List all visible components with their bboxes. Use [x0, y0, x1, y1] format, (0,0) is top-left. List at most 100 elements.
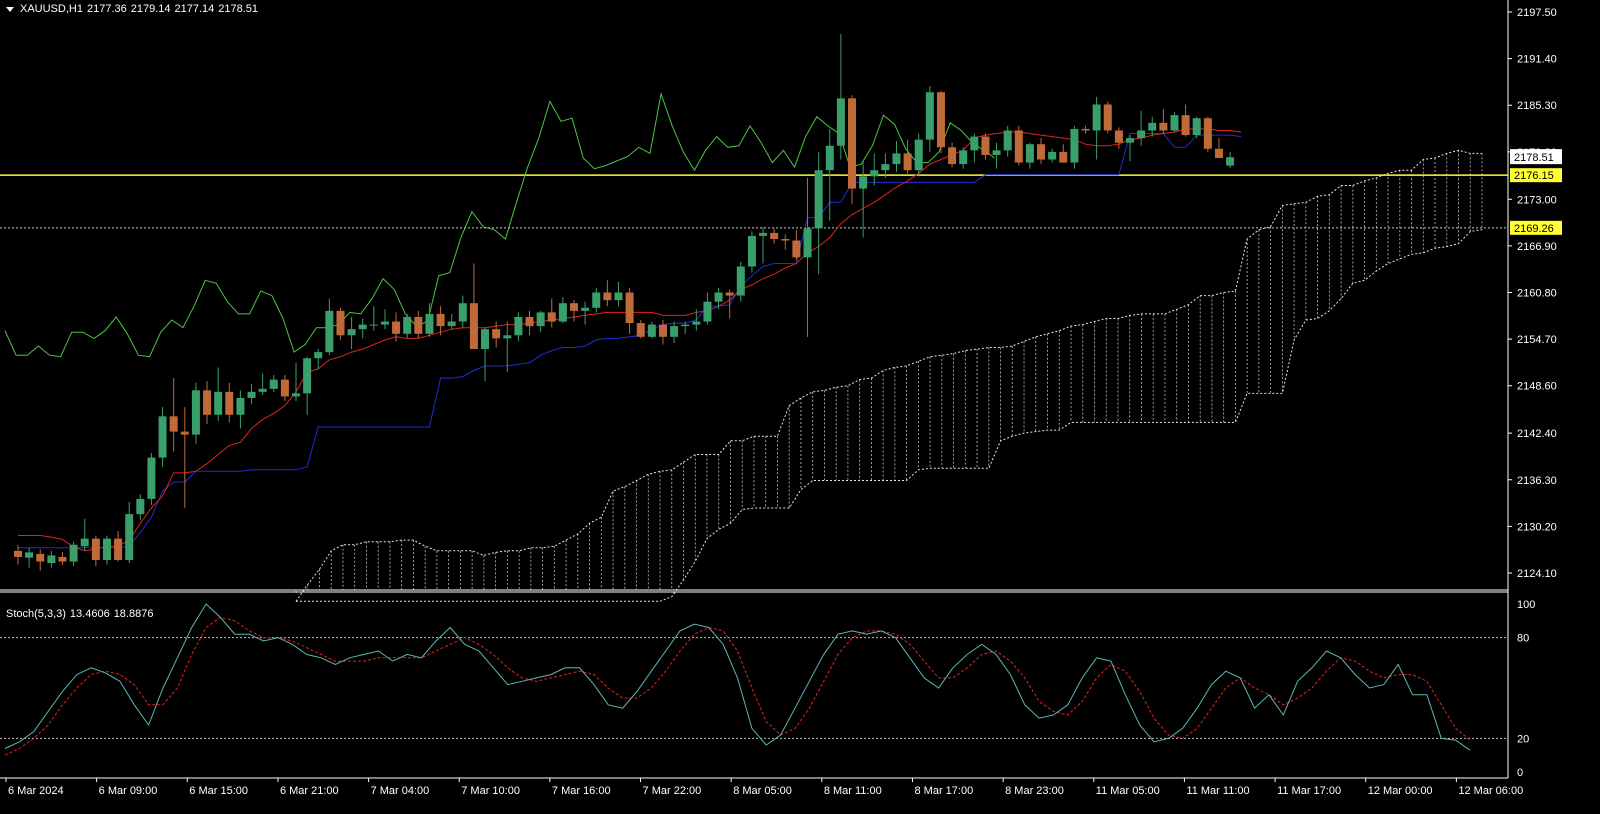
- ohlc-open: 2177.36: [86, 3, 127, 15]
- candle-bull: [158, 416, 167, 458]
- candle-bear: [36, 553, 45, 562]
- price-tick-label: 2148.60: [1517, 381, 1557, 393]
- candle-bull: [681, 324, 690, 327]
- candle-bear: [91, 538, 100, 561]
- candle-bull: [592, 292, 601, 308]
- candle-bear: [848, 98, 856, 189]
- stoch-axis-label: 0: [1517, 767, 1523, 779]
- candle-bear: [570, 303, 578, 311]
- candle-bull: [258, 388, 267, 392]
- time-tick-label: 8 Mar 23:00: [1005, 785, 1064, 797]
- candle-bear: [1203, 118, 1212, 149]
- stoch-main-value: 13.4606: [69, 608, 110, 620]
- senkou-span-b: [296, 229, 1483, 602]
- time-axis: 6 Mar 2024 6 Mar 09:00 6 Mar 15:00 6 Mar 21…: [5, 778, 1523, 797]
- time-tick-label: 7 Mar 10:00: [461, 785, 520, 797]
- candle-bull: [692, 321, 701, 325]
- candle-bear: [336, 310, 345, 336]
- candle-bear: [225, 391, 234, 415]
- candle-bear: [1081, 128, 1090, 131]
- candle-bull: [914, 139, 923, 171]
- candle-bull: [347, 329, 356, 336]
- time-tick-label: 6 Mar 21:00: [280, 785, 339, 797]
- candles: [14, 34, 1235, 571]
- candle-bull: [314, 352, 323, 359]
- price-tick-label: 2136.30: [1517, 475, 1557, 487]
- candle-bull: [447, 321, 456, 327]
- stoch-axis-label: 100: [1517, 599, 1535, 611]
- candle-bull: [881, 164, 890, 171]
- stochastic-panel: 100 80 20 0: [0, 599, 1535, 779]
- price-tick-label: 2154.70: [1517, 334, 1557, 346]
- candle-bull: [369, 324, 378, 326]
- candle-bull: [892, 153, 901, 165]
- candle-bear: [1181, 115, 1190, 136]
- candle-bull: [1025, 144, 1034, 163]
- price-tick-label: 2142.40: [1517, 428, 1557, 440]
- candle-bear: [180, 431, 189, 435]
- dropdown-triangle-icon[interactable]: [6, 6, 14, 12]
- time-tick-label: 11 Mar 11:00: [1186, 785, 1249, 797]
- candle-bear: [1214, 148, 1223, 158]
- candle-bull: [814, 170, 823, 229]
- time-tick-label: 6 Mar 2024: [8, 785, 64, 797]
- current-price-box: [1510, 149, 1562, 165]
- candle-bull: [69, 544, 78, 562]
- candle-bear: [948, 147, 957, 165]
- candle-bull: [970, 136, 979, 151]
- kijun-sen: [18, 133, 1242, 549]
- candle-bear: [58, 556, 67, 562]
- stoch-signal-value: 18.8876: [113, 608, 154, 620]
- time-tick-label: 7 Mar 16:00: [552, 785, 611, 797]
- time-tick-label: 8 Mar 05:00: [733, 785, 792, 797]
- candle-bull: [1070, 128, 1079, 163]
- candle-bull: [292, 393, 300, 397]
- candle-bull: [236, 397, 245, 415]
- candle-bull: [1226, 157, 1235, 166]
- candle-bull: [959, 150, 968, 165]
- stoch-main-line: [4, 603, 1471, 751]
- candle-bull: [1003, 130, 1012, 151]
- stoch-axis-label: 20: [1517, 733, 1529, 745]
- ohlc-low: 2177.14: [174, 3, 215, 15]
- candle-bull: [703, 301, 712, 322]
- time-tick-label: 6 Mar 15:00: [189, 785, 248, 797]
- indicator-lines: [4, 91, 1242, 552]
- candle-bull: [992, 150, 1001, 155]
- candle-bear: [936, 92, 945, 148]
- time-tick-label: 8 Mar 11:00: [824, 785, 882, 797]
- candle-bear: [525, 316, 534, 327]
- candle-bull: [803, 228, 812, 258]
- candle-bull: [514, 316, 523, 336]
- candle-bear: [492, 329, 501, 339]
- candle-bear: [625, 292, 634, 324]
- candle-bear: [792, 240, 801, 258]
- candle-bear: [436, 313, 445, 327]
- candle-bull: [670, 326, 679, 337]
- candle-bull: [614, 292, 623, 301]
- candle-bull: [836, 98, 845, 146]
- candle-bear: [1059, 151, 1068, 163]
- candle-bull: [458, 303, 467, 322]
- candle-bull: [1148, 122, 1157, 131]
- candle-bear: [1114, 130, 1123, 143]
- ichimoku-cloud: [295, 149, 1483, 602]
- candle-bull: [403, 316, 412, 334]
- candle-bear: [203, 390, 212, 415]
- candle-bull: [25, 552, 34, 558]
- time-tick-label: 12 Mar 06:00: [1458, 785, 1523, 797]
- candle-bull: [214, 391, 223, 415]
- candle-bull: [581, 307, 590, 311]
- candle-bear: [658, 324, 667, 337]
- time-tick-label: 11 Mar 05:00: [1096, 785, 1160, 797]
- candle-bear: [280, 379, 289, 397]
- candle-bull: [425, 313, 434, 334]
- price-axis: 2197.502191.402185.302179.202173.002166.…: [0, 0, 1562, 779]
- price-tick-label: 2197.50: [1517, 7, 1557, 19]
- tenkan-sen: [18, 128, 1242, 552]
- candle-bull: [125, 514, 134, 561]
- time-tick-label: 7 Mar 04:00: [371, 785, 430, 797]
- indicator-name: Stoch(5,3,3): [6, 608, 66, 620]
